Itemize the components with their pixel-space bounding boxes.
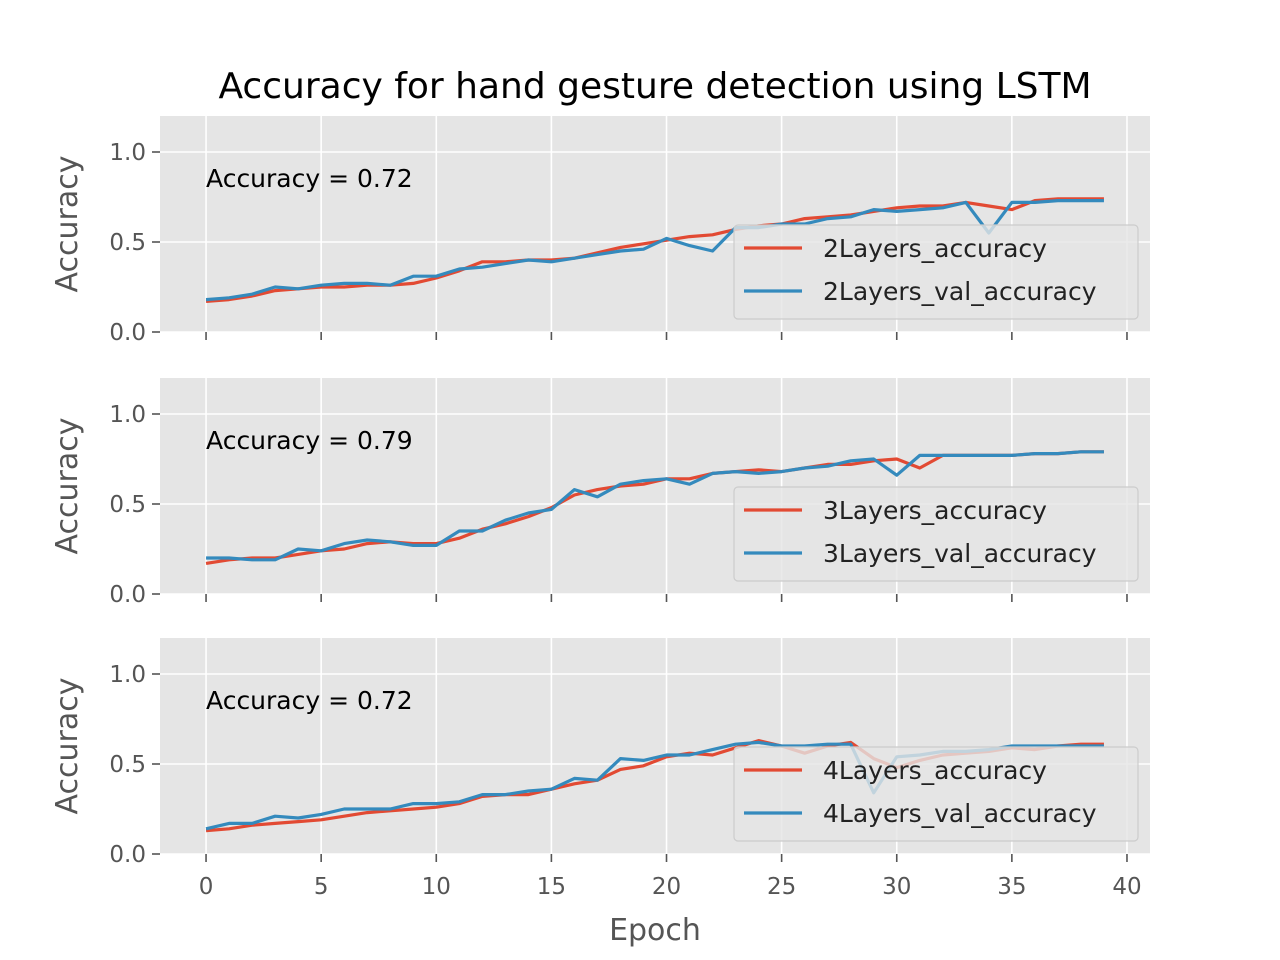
legend-label: 2Layers_accuracy <box>823 234 1047 263</box>
y-axis-label: Accuracy <box>50 678 85 815</box>
subplots: 0.0 0.5 1.0 Accuracy Accuracy = 0.72 2Layers_… <box>50 116 1150 900</box>
legend-label: 4Layers_val_accuracy <box>823 799 1097 828</box>
y-tick-label: 0.5 <box>109 492 146 518</box>
figure-title: Accuracy for hand gesture detection usin… <box>218 66 1091 107</box>
legend: 2Layers_accuracy 2Layers_val_accuracy <box>733 224 1139 320</box>
y-axis-label: Accuracy <box>50 418 85 555</box>
y-tick-label: 0.5 <box>109 230 146 256</box>
x-tick-label: 20 <box>652 874 681 900</box>
x-tick-label: 10 <box>422 874 451 900</box>
accuracy-annotation: Accuracy = 0.72 <box>206 686 413 715</box>
subplot-1: 0.0 0.5 1.0 Accuracy Accuracy = 0.72 2Layers_… <box>50 116 1150 346</box>
y-tick-label: 0.0 <box>109 842 146 868</box>
y-tick-label: 0.0 <box>109 320 146 346</box>
series-line-3Layers_val_accuracy <box>206 450 1104 562</box>
legend-label: 3Layers_accuracy <box>823 496 1047 525</box>
y-tick-label: 1.0 <box>109 140 146 166</box>
legend-label: 4Layers_accuracy <box>823 756 1047 785</box>
x-tick-label: 40 <box>1112 874 1141 900</box>
legend: 3Layers_accuracy 3Layers_val_accuracy <box>733 486 1139 582</box>
x-tick-label: 15 <box>537 874 566 900</box>
y-tick-label: 1.0 <box>109 662 146 688</box>
x-tick-label: 5 <box>314 874 329 900</box>
legend-label: 2Layers_val_accuracy <box>823 277 1097 306</box>
legend-box <box>733 486 1139 582</box>
legend-box <box>733 746 1139 842</box>
y-tick-label: 0.0 <box>109 582 146 608</box>
subplot-2: 0.0 0.5 1.0 Accuracy Accuracy = 0.79 3Layers_… <box>50 378 1150 608</box>
x-tick-label: 30 <box>882 874 911 900</box>
series-line-2Layers_val_accuracy <box>205 199 1104 302</box>
accuracy-annotation: Accuracy = 0.79 <box>206 426 413 455</box>
legend-label: 3Layers_val_accuracy <box>823 539 1097 568</box>
y-tick-label: 0.5 <box>109 752 146 778</box>
legend-box <box>733 224 1139 320</box>
accuracy-annotation: Accuracy = 0.72 <box>206 164 413 193</box>
subplot-3: 0.0 0.5 1.0 0 5 10 15 20 25 30 35 40 Accuracy Accurac… <box>50 638 1150 900</box>
y-tick-label: 1.0 <box>109 402 146 428</box>
legend: 4Layers_accuracy 4Layers_val_accuracy <box>733 746 1139 842</box>
x-tick-label: 25 <box>767 874 796 900</box>
x-tick-label: 35 <box>997 874 1026 900</box>
x-axis-label: Epoch <box>609 913 701 948</box>
y-axis-label: Accuracy <box>50 156 85 293</box>
x-tick-label: 0 <box>199 874 214 900</box>
